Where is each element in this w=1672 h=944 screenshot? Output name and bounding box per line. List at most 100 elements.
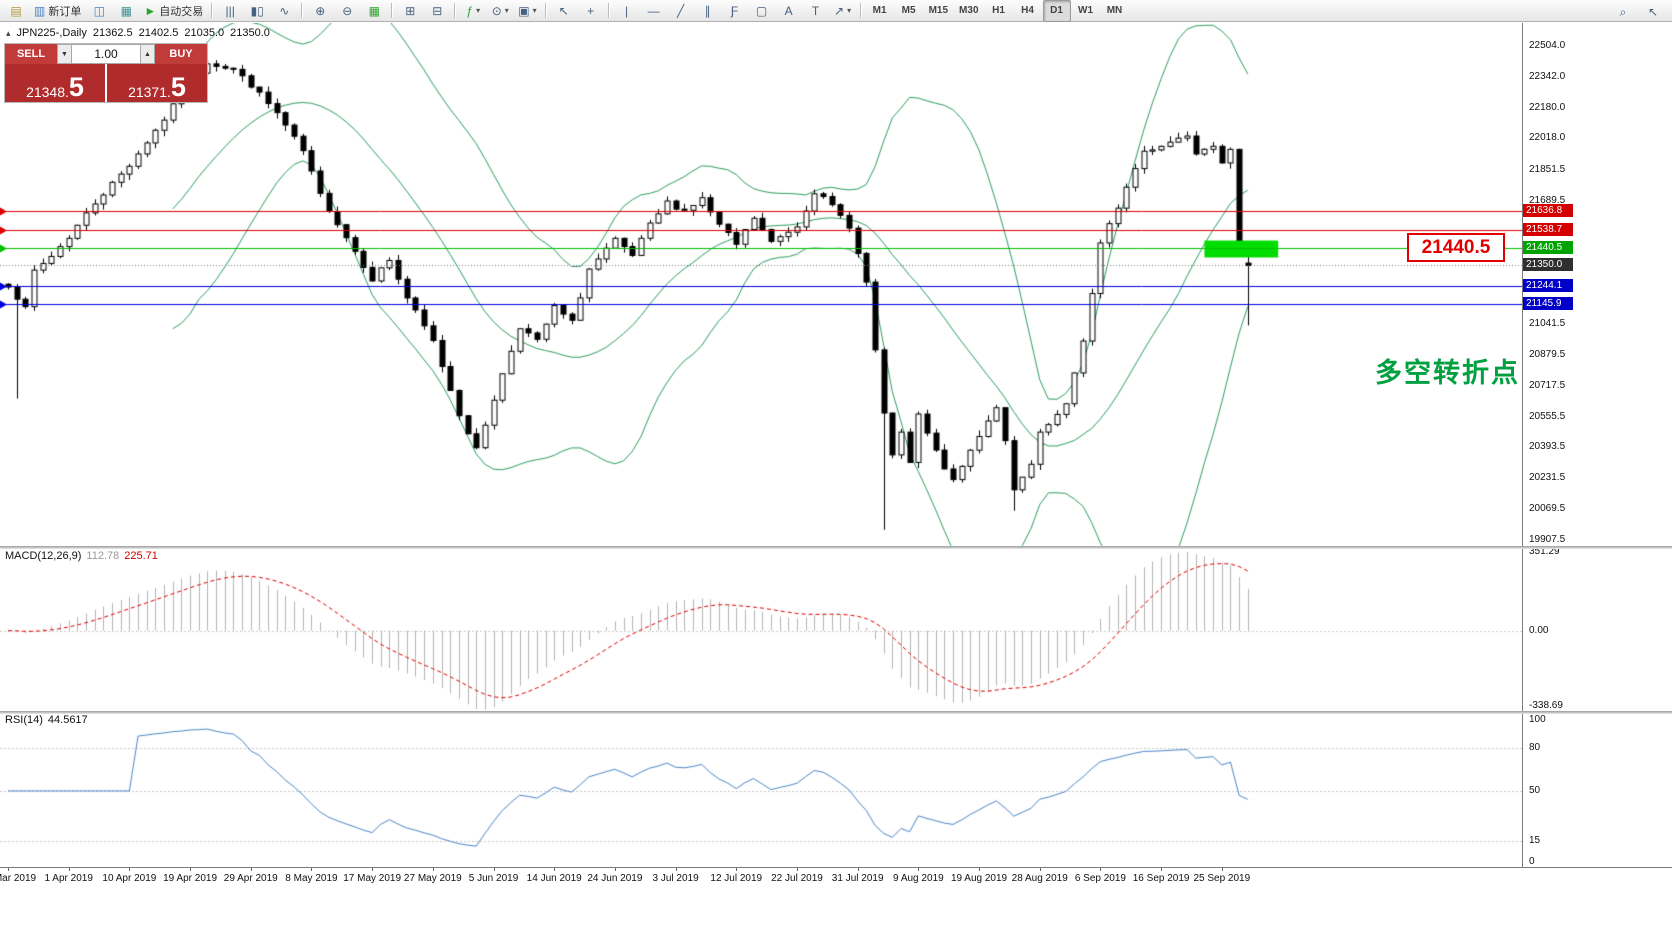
price-axis-label: 22342.0	[1529, 70, 1566, 82]
hline-price-tag: 21244.1	[1523, 278, 1573, 292]
zoom-in-button[interactable]: ⊕	[307, 1, 333, 21]
bar-chart-button[interactable]: |||	[217, 1, 243, 21]
price-axis-label: 20069.5	[1529, 502, 1566, 514]
templates-icon: ▣	[518, 3, 530, 18]
sell-button[interactable]: SELL	[5, 44, 57, 64]
horizontal-line-button[interactable]: —	[641, 1, 667, 21]
one-click-prices-row: 21348. 5 21371. 5	[5, 64, 207, 102]
timeframe-m5-button[interactable]: M5	[901, 5, 916, 16]
one-click-controls-row: SELL ▼ 1.00 ▲ BUY	[5, 44, 207, 64]
line-chart-button[interactable]: ∿	[271, 1, 297, 21]
date-axis-label: 28 Aug 2019	[1011, 873, 1068, 884]
new-chart-icon: ▤	[10, 3, 22, 18]
line-chart-icon: ∿	[279, 3, 290, 18]
bar-chart-icon: |||	[225, 3, 235, 18]
toolbar-separator	[607, 3, 610, 18]
toolbar-separator	[391, 3, 394, 18]
dropdown-arrow-icon: ▾	[847, 6, 852, 15]
timeframe-h1-button[interactable]: H1	[992, 5, 1005, 16]
price-axis-label: 21041.5	[1529, 318, 1566, 330]
data-window-icon: ▦	[120, 3, 133, 18]
price-axis: 22504.0 22342.0 22180.0 22018.0 21851.5 21689…	[1522, 23, 1672, 867]
buy-price[interactable]: 21371. 5	[107, 64, 207, 102]
chart-canvas[interactable]	[0, 23, 1522, 866]
trendline-button[interactable]: ╱	[668, 1, 694, 21]
date-tick	[796, 868, 798, 871]
macd-title: MACD(12,26,9)	[5, 550, 82, 562]
equidistant-channel-icon: ∥	[704, 3, 711, 18]
cascade-windows-button[interactable]: ⊟	[424, 1, 450, 21]
price-axis-label: 22504.0	[1529, 40, 1566, 51]
new-chart-button[interactable]: ▤	[3, 1, 29, 21]
text-label-button[interactable]: T	[803, 1, 829, 21]
text-icon: A	[784, 3, 793, 18]
timeframe-w1-button[interactable]: W1	[1078, 5, 1093, 16]
date-tick	[736, 868, 738, 871]
buy-button[interactable]: BUY	[155, 44, 207, 64]
tile-windows-button[interactable]: ⊞	[397, 1, 423, 21]
tile-windows-icon: ⊞	[405, 3, 416, 18]
hline-price-tag: 21145.9	[1523, 297, 1573, 311]
arrows-button[interactable]: ↗ ▾	[830, 1, 856, 21]
volume-input[interactable]: 1.00	[72, 44, 140, 64]
market-watch-button[interactable]: ◫	[86, 1, 112, 21]
date-axis-label: 8 May 2019	[285, 873, 338, 884]
volume-decrease-button[interactable]: ▼	[57, 44, 72, 64]
text-button[interactable]: A	[776, 1, 802, 21]
candlestick-chart-button[interactable]: ▮▯	[244, 1, 270, 21]
date-tick	[493, 868, 495, 871]
date-tick	[675, 868, 677, 871]
date-axis: 22 Mar 2019 1 Apr 2019 10 Apr 2019 19 Apr 2…	[0, 867, 1672, 892]
shapes-button[interactable]: ▢	[749, 1, 775, 21]
autotrading-button[interactable]: ► 自动交易	[140, 1, 207, 21]
date-tick	[1161, 868, 1163, 871]
help-cursor-button[interactable]: ↖	[1640, 2, 1666, 22]
price-axis-label: 20555.5	[1529, 410, 1566, 422]
timeframe-m30-button[interactable]: M30	[959, 5, 979, 16]
new-order-button[interactable]: ▥ 新订单	[30, 1, 85, 21]
market-watch-icon: ◫	[93, 3, 106, 18]
turning-point-annotation: 多空转折点	[1375, 358, 1520, 388]
date-tick	[1221, 868, 1223, 871]
rsi-panel-separator[interactable]	[0, 711, 1672, 714]
dropdown-arrow-icon: ▾	[476, 6, 481, 15]
crosshair-button[interactable]: +	[578, 1, 604, 21]
volume-increase-button[interactable]: ▲	[140, 44, 155, 64]
autotrading-icon: ►	[144, 3, 157, 18]
volume-down-icon: ▼	[61, 50, 68, 58]
date-axis-label: 14 Jun 2019	[526, 873, 582, 884]
date-tick	[554, 868, 556, 871]
macd-signal-value: 225.71	[124, 550, 158, 562]
fibonacci-button[interactable]: Ƒ	[722, 1, 748, 21]
rsi-title: RSI(14)	[5, 714, 43, 726]
cursor-button[interactable]: ↖	[551, 1, 577, 21]
macd-indicator-label: MACD(12,26,9) 112.78 225.71	[5, 550, 158, 562]
rsi-axis-label: 80	[1529, 742, 1541, 754]
macd-panel-separator[interactable]	[0, 546, 1672, 549]
timeframe-d1-button[interactable]: D1	[1042, 0, 1071, 22]
indicators-window-icon: ▦	[368, 3, 380, 18]
candlestick-chart-icon: ▮▯	[250, 3, 264, 18]
vertical-line-button[interactable]: |	[614, 1, 640, 21]
toolbar-separator	[544, 3, 547, 18]
data-window-button[interactable]: ▦	[113, 1, 139, 21]
search-icon: ⌕	[1619, 5, 1627, 19]
timeframe-m1-button[interactable]: M1	[872, 5, 887, 16]
zoom-out-button[interactable]: ⊖	[334, 1, 360, 21]
sell-price[interactable]: 21348. 5	[5, 64, 105, 102]
search-button[interactable]: ⌕	[1610, 2, 1636, 22]
indicators-list-button[interactable]: ƒ ▾	[460, 1, 486, 21]
indicators-window-button[interactable]: ▦	[361, 1, 387, 21]
equidistant-channel-button[interactable]: ∥	[695, 1, 721, 21]
timeframe-h4-button[interactable]: H4	[1021, 5, 1034, 16]
templates-button[interactable]: ▣ ▾	[514, 1, 540, 21]
price-axis-label: 22018.0	[1529, 132, 1566, 144]
date-tick	[979, 868, 981, 871]
periods-button[interactable]: ⊙ ▾	[487, 1, 513, 21]
timeframe-m15-button[interactable]: M15	[928, 5, 949, 16]
date-tick	[1039, 868, 1041, 871]
toolbar-separator	[301, 3, 304, 18]
timeframe-mn-button[interactable]: MN	[1106, 5, 1123, 16]
autotrading-button-label: 自动交易	[159, 5, 204, 18]
one-click-toggle[interactable]: ▴	[6, 27, 11, 38]
